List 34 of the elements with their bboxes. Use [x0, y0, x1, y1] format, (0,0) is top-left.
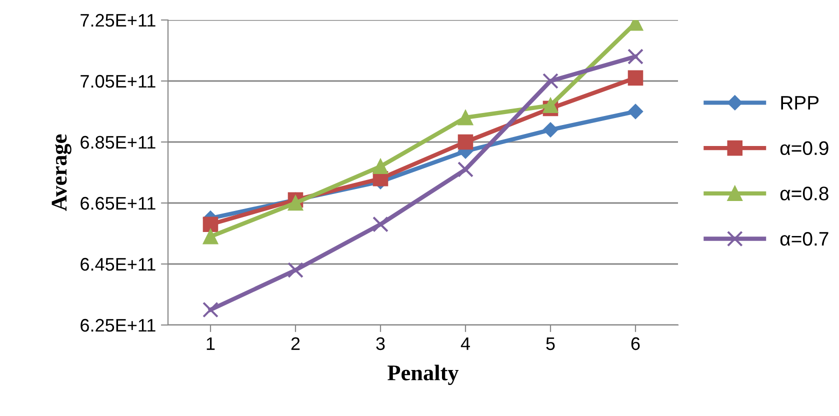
- legend-label: α=0.7: [780, 232, 828, 246]
- y-axis-title: Average: [52, 134, 72, 211]
- y-tick-label: 6.85E+11: [80, 136, 156, 149]
- y-tick-label: 7.25E+11: [80, 14, 156, 27]
- legend-label: α=0.8: [780, 186, 828, 200]
- x-axis-title: Penalty: [388, 364, 459, 385]
- point: [288, 195, 304, 211]
- y-tick-label: 6.45E+11: [80, 258, 156, 271]
- y-tick-label: 6.65E+11: [80, 196, 156, 210]
- point: [628, 70, 644, 86]
- y-tick-label: 6.25E+11: [80, 318, 156, 332]
- x-tick-label: 6: [631, 337, 640, 350]
- point: [202, 302, 218, 318]
- x-tick-label: 5: [546, 337, 555, 350]
- point: [288, 262, 304, 278]
- point: [202, 216, 218, 232]
- point: [542, 122, 558, 138]
- x-tick-label: 2: [291, 337, 300, 350]
- point: [458, 134, 474, 150]
- y-tick-label: 7.05E+11: [80, 74, 156, 88]
- point: [542, 98, 558, 114]
- point: [542, 73, 558, 89]
- x-tick-label: 3: [376, 337, 385, 350]
- legend-label: RPP: [781, 96, 819, 110]
- x-tick-label: 4: [460, 337, 470, 350]
- point: [372, 216, 388, 232]
- point: [458, 110, 474, 126]
- x-tick-label: 1: [206, 337, 215, 350]
- point: [628, 48, 644, 65]
- legend-label: α=0.9: [780, 141, 828, 156]
- point: [628, 104, 644, 120]
- point: [202, 228, 218, 244]
- point: [372, 158, 388, 174]
- point: [458, 161, 474, 178]
